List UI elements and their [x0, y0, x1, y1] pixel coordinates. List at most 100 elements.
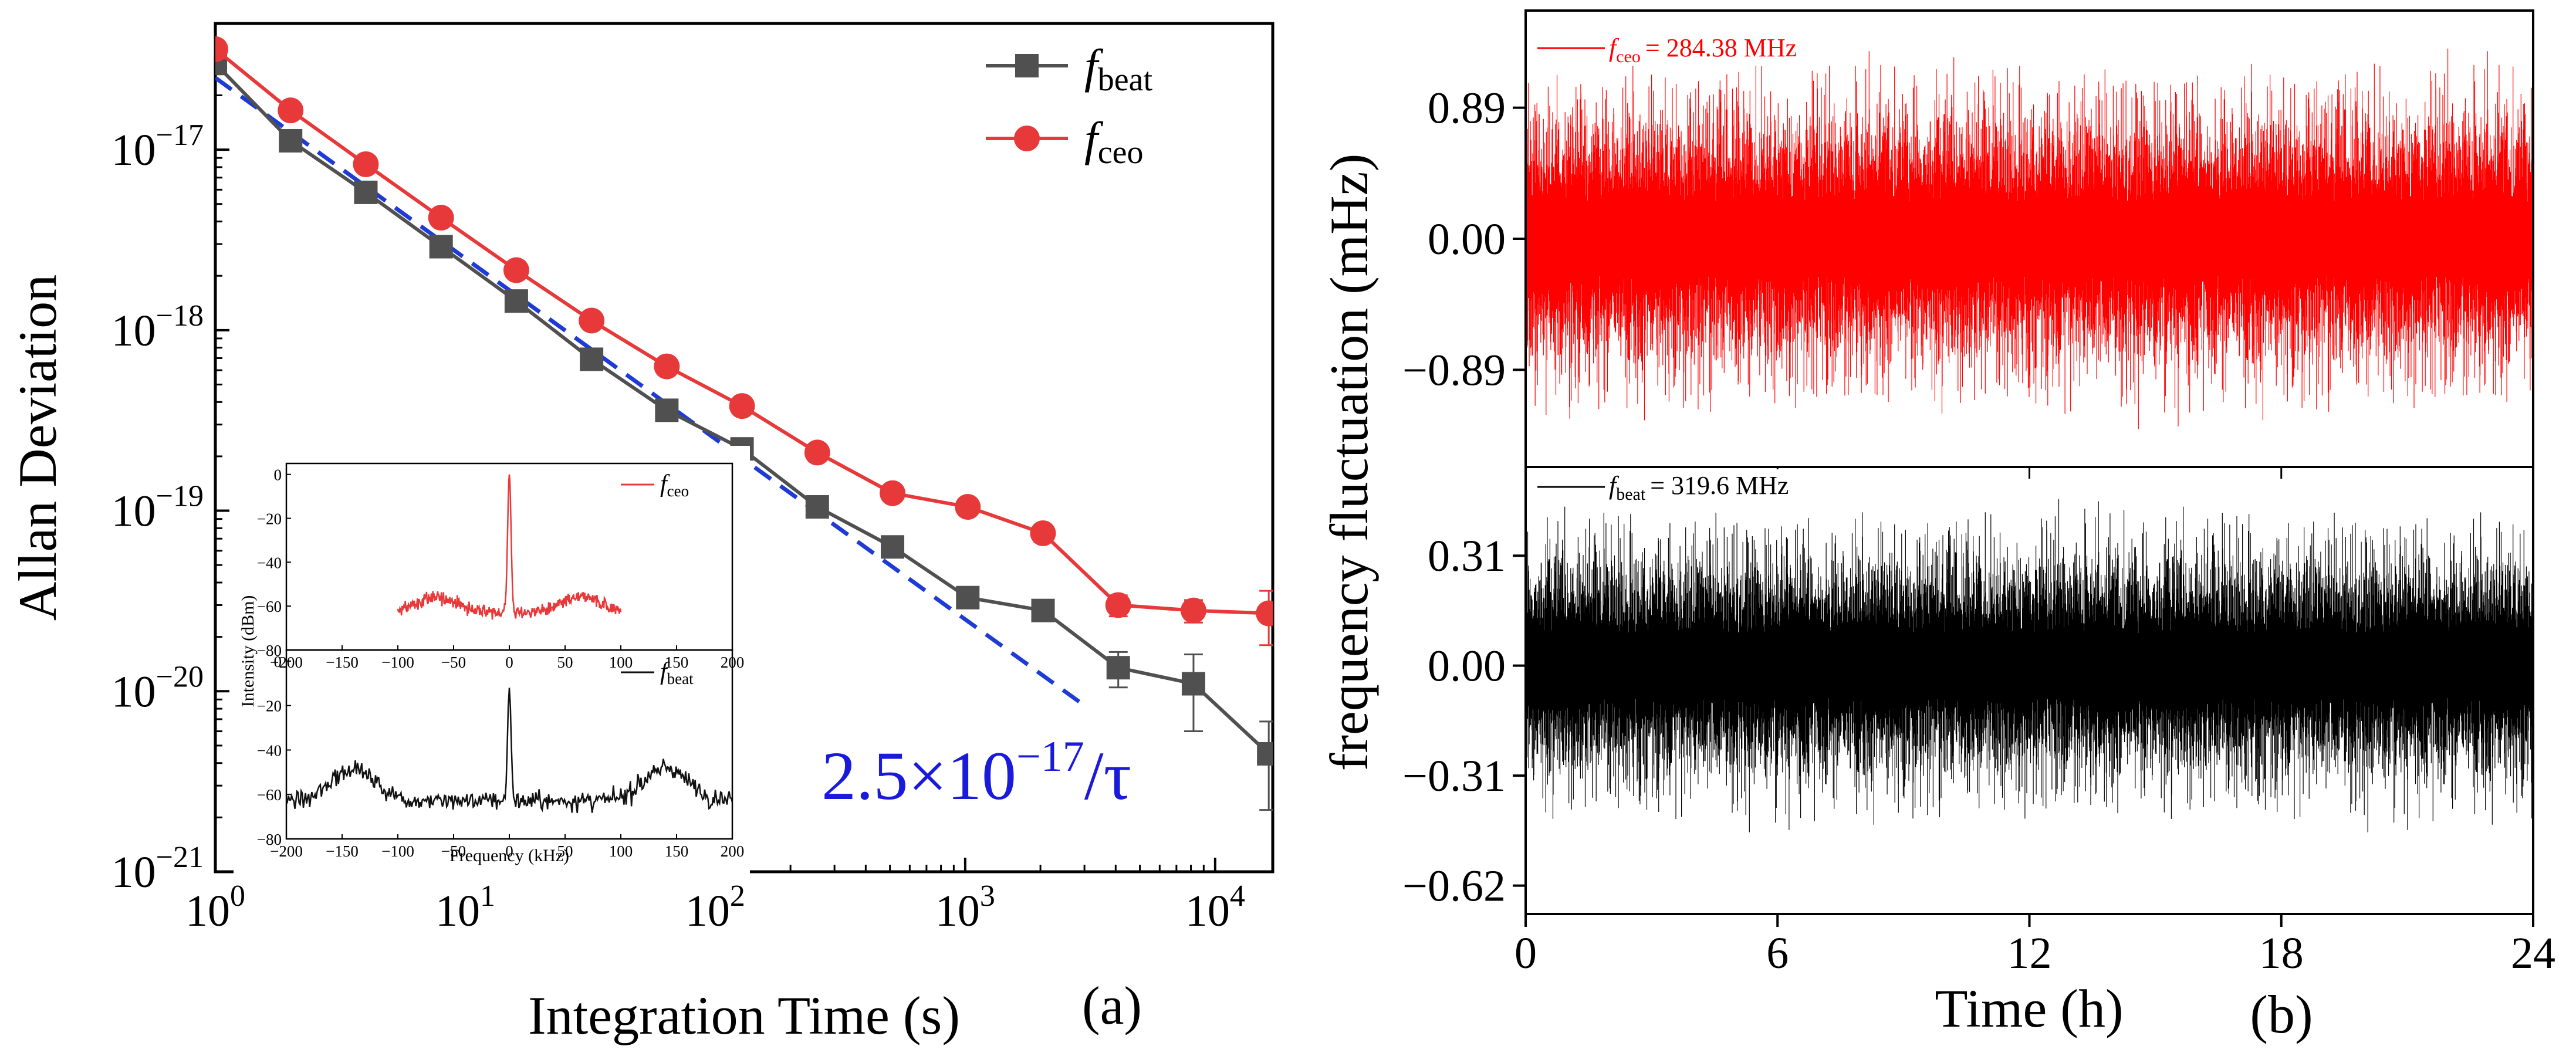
y-tick-base: 10 [111, 306, 156, 356]
x-tick-label: 103 [935, 879, 995, 936]
data-point-ceo [654, 353, 680, 380]
y-tick-exp: −19 [156, 480, 204, 513]
panel-b-x-tick-label: 18 [2259, 929, 2304, 978]
panel-a-x-axis-label: Integration Time (s) [528, 986, 960, 1045]
inset-top-x-tick-label: 0 [505, 654, 513, 671]
inset-bottom-x-tick-label: −200 [270, 842, 303, 860]
data-point-ceo [1180, 597, 1206, 624]
inset-top-y-tick-label: −60 [257, 598, 282, 615]
inset-top-x-tick-label: −100 [381, 654, 414, 671]
x-tick-base: 10 [435, 886, 480, 936]
panel-b-y-tick-label: −0.89 [1402, 346, 1506, 395]
panel-a-legend: fbeat fceo [986, 39, 1153, 171]
x-tick-base: 10 [185, 886, 230, 936]
inset-bottom-x-tick-label: 200 [721, 842, 745, 860]
inset-top-y-tick-label: −20 [257, 510, 282, 528]
y-tick-exp: −17 [156, 119, 204, 152]
panel-b-frequency-fluctuation: 0.890.00−0.890.310.00−0.31−0.620 6 12 18 24 … [1319, 9, 2555, 1044]
x-tick-base: 10 [1185, 886, 1230, 936]
panel-a-label: (a) [1082, 976, 1142, 1035]
inset-traces [285, 474, 733, 813]
panel-b-x-tick-label: 24 [2511, 929, 2555, 978]
panel-b-bottom-legend: fbeat = 319.6 MHz [1533, 469, 1838, 505]
data-point-ceo [428, 205, 454, 231]
data-point-beat [354, 180, 378, 204]
data-point-ceo [1030, 520, 1056, 546]
panel-a-y-axis-label: Allan Deviation [8, 275, 67, 621]
inset-ticks: −200−200−150−150−100−100−50−500050501001… [257, 466, 744, 860]
panel-b-y-tick-label: 0.31 [1428, 532, 1506, 581]
data-point-ceo [353, 151, 379, 177]
svg-text:fbeat= 319.6 MHz: fbeat = 319.6 MHz [1609, 471, 1789, 504]
x-tick-base: 10 [935, 886, 980, 936]
y-tick-base: 10 [111, 126, 156, 175]
inset-top-y-tick-label: −40 [257, 554, 282, 571]
inset-top-x-tick-label: −150 [326, 654, 359, 671]
data-point-ceo [1105, 592, 1131, 618]
y-tick-label: 10−19 [111, 480, 204, 536]
panel-b-y-tick-label: −0.31 [1402, 751, 1506, 801]
y-tick-label: 10−21 [111, 841, 204, 897]
data-point-beat [1257, 742, 1273, 766]
panel-b-x-axis-label: Time (h) [1935, 979, 2123, 1038]
data-point-ceo [729, 393, 755, 419]
inset-top-y-tick-label: −80 [257, 642, 282, 659]
inset-bottom-x-tick-label: −100 [381, 842, 414, 860]
inset-bottom-y-tick-label: −40 [257, 742, 282, 759]
legend-marker-fbeat [1015, 54, 1039, 77]
panel-b-y-tick-label: 0.89 [1428, 84, 1506, 133]
inset-top-x-tick-label: −50 [441, 654, 466, 671]
inset-bottom-y-tick-label: 0 [274, 653, 282, 671]
fit-line-group [215, 76, 1086, 707]
inset-bottom-x-tick-label: 100 [609, 842, 633, 860]
panel-b-x-tick-label: 0 [1515, 929, 1537, 978]
panel-b-top-legend: fceo = 284.38 MHz [1533, 31, 1861, 66]
inset-bottom-x-tick-label: 0 [505, 842, 513, 860]
y-tick-base: 10 [111, 848, 156, 897]
x-tick-exp: 2 [730, 879, 745, 913]
panel-b-y-tick-label: 0.00 [1428, 215, 1506, 264]
x-tick-exp: 1 [480, 879, 495, 913]
data-point-beat [1181, 672, 1205, 696]
inset-bottom-x-tick-label: 150 [665, 842, 689, 860]
data-point-beat [655, 398, 679, 422]
fluctuation-trace-ceo [1526, 48, 2533, 429]
panel-b-y-tick-label: 0.00 [1428, 642, 1506, 691]
x-tick-label: 100 [185, 879, 245, 936]
y-tick-base: 10 [111, 487, 156, 536]
data-point-ceo [880, 480, 906, 506]
data-point-beat [580, 347, 604, 371]
panel-b-y-tick-label: −0.62 [1402, 862, 1506, 911]
y-tick-exp: −21 [156, 841, 204, 874]
legend-marker-fceo [1014, 126, 1040, 151]
inset-bottom-x-tick-label: 50 [557, 842, 573, 860]
x-tick-exp: 0 [230, 879, 245, 913]
data-point-ceo [1256, 600, 1273, 627]
inset-y-axis-label: Intensity (dBm) [238, 595, 258, 707]
y-tick-exp: −20 [156, 660, 204, 693]
legend-label-fceo: fceo [1084, 112, 1144, 171]
panel-b-x-tick-label: 12 [2007, 929, 2052, 978]
data-point-beat [279, 128, 303, 153]
data-point-beat [1031, 598, 1055, 622]
inset-bottom-x-tick-label: −50 [441, 842, 466, 860]
data-point-beat [429, 235, 453, 259]
panel-a-allan-deviation: 100 101 102 103 104 10−2110−2010−1910−1810−1… [8, 22, 1275, 1045]
y-tick-label: 10−18 [111, 299, 204, 356]
inset-top-x-tick-label: 150 [665, 654, 689, 671]
y-tick-exp: −18 [156, 299, 204, 333]
x-tick-label: 104 [1185, 879, 1245, 936]
data-point-ceo [278, 97, 304, 124]
x-tick-base: 10 [685, 886, 730, 936]
inset-top-x-tick-label: 50 [557, 654, 573, 671]
x-tick-label: 102 [685, 879, 745, 936]
inset-spectrum: −200−200−150−150−100−100−50−500050501001… [234, 446, 750, 874]
data-point-ceo [215, 36, 228, 62]
x-tick-exp: 4 [1230, 879, 1245, 913]
data-point-ceo [955, 494, 981, 520]
x-tick-exp: 3 [980, 879, 995, 913]
panel-b-ticks: 0.89 0.00 −0.89 0.31 0.00 −0.31 −0.620 6 12 18 24 [1402, 84, 2555, 978]
data-point-ceo [579, 307, 605, 334]
